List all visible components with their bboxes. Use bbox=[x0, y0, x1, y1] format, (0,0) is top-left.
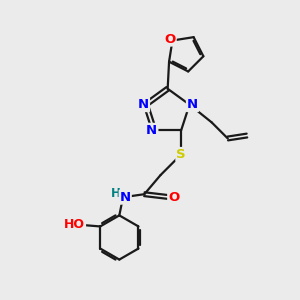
Text: H: H bbox=[111, 187, 120, 200]
Text: O: O bbox=[168, 190, 179, 204]
Text: O: O bbox=[164, 32, 176, 46]
Text: N: N bbox=[120, 190, 131, 204]
Text: N: N bbox=[146, 124, 158, 137]
Text: HO: HO bbox=[64, 218, 85, 232]
Text: S: S bbox=[176, 148, 186, 161]
Text: N: N bbox=[138, 98, 149, 111]
Text: N: N bbox=[187, 98, 198, 111]
